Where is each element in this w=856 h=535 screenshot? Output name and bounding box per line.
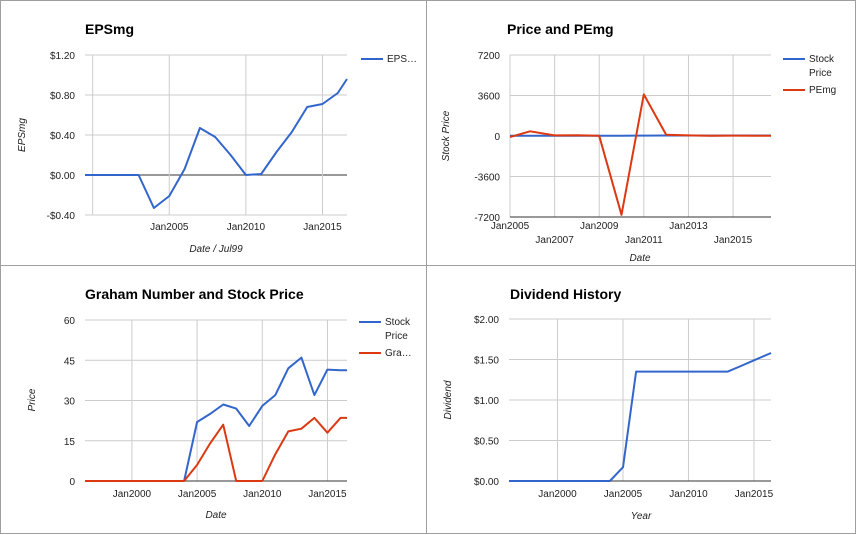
eps-chart-svg: EPSmg -$0.40 $0.00 $0.40 $0.80 $1.20 Jan2005 Ja… xyxy=(1,1,429,268)
y-tick-label: $2.00 xyxy=(474,315,499,326)
x-tick-label: Jan2007 xyxy=(535,235,574,246)
legend-label-2: Gra… xyxy=(385,348,412,359)
y-tick-label: 0 xyxy=(69,477,75,488)
y-tick-label: $1.50 xyxy=(474,356,499,367)
x-axis-label: Date xyxy=(205,510,227,521)
y-tick-label: 15 xyxy=(64,437,76,448)
dividend-chart-svg: Dividend History $0.00 $0.50 $1.00 $1.50 $2.0… xyxy=(427,266,856,535)
y-tick-label: 30 xyxy=(64,397,76,408)
x-axis-label: Date xyxy=(629,253,651,264)
series-line-1 xyxy=(85,79,347,208)
y-tick-label: 7200 xyxy=(478,51,501,62)
legend-label-2: PEmg xyxy=(809,85,836,96)
series-line-2 xyxy=(85,418,347,481)
y-tick-label: 3600 xyxy=(478,92,501,103)
x-tick-label: Jan2005 xyxy=(491,221,530,232)
chart-title: Graham Number and Stock Price xyxy=(85,286,304,302)
y-tick-label: $0.80 xyxy=(50,91,75,102)
dividend-chart-panel: Dividend History $0.00 $0.50 $1.00 $1.50 $2.0… xyxy=(426,265,856,534)
x-tick-label: Jan2013 xyxy=(669,221,708,232)
x-tick-label: Jan2010 xyxy=(669,489,708,500)
y-axis-label: Price xyxy=(27,388,38,411)
x-tick-label: Jan2009 xyxy=(580,221,619,232)
x-axis-label: Date / Jul99 xyxy=(189,244,243,255)
chart-title: Price and PEmg xyxy=(507,21,614,37)
y-tick-label: $0.00 xyxy=(50,171,75,182)
x-axis-label: Year xyxy=(631,511,652,522)
y-tick-label: $0.40 xyxy=(50,131,75,142)
eps-chart-panel: EPSmg -$0.40 $0.00 $0.40 $0.80 $1.20 Jan2005 Ja… xyxy=(0,0,428,267)
x-tick-label: Jan2010 xyxy=(243,489,282,500)
chart-title: Dividend History xyxy=(510,286,621,302)
series-line-1 xyxy=(85,358,347,481)
x-tick-label: Jan2011 xyxy=(625,235,663,246)
x-tick-label: Jan2005 xyxy=(178,489,217,500)
y-tick-label: 45 xyxy=(64,356,76,367)
series-line-2 xyxy=(510,94,771,214)
legend-label-1: EPS… xyxy=(387,54,417,65)
x-tick-label: Jan2010 xyxy=(227,222,266,233)
graham-chart-panel: Graham Number and Stock Price 0 15 30 45 60 Ja… xyxy=(0,265,428,534)
y-tick-label: $0.00 xyxy=(474,477,499,488)
x-tick-label: Jan2000 xyxy=(538,489,577,500)
y-tick-label: -3600 xyxy=(474,173,500,184)
x-tick-label: Jan2015 xyxy=(303,222,342,233)
price-pe-chart-svg: Price and PEmg-7200-3600036007200Jan2005… xyxy=(427,1,856,268)
y-tick-label: 60 xyxy=(64,316,76,327)
y-axis-label: Stock Price xyxy=(441,110,452,161)
y-axis-label: EPSmg xyxy=(17,118,28,152)
y-tick-label: 0 xyxy=(494,132,500,143)
series-line-1 xyxy=(509,353,771,481)
x-tick-label: Jan2000 xyxy=(113,489,152,500)
x-tick-label: Jan2005 xyxy=(604,489,643,500)
y-tick-label: $0.50 xyxy=(474,437,499,448)
y-tick-label: -$0.40 xyxy=(47,211,76,222)
x-tick-label: Jan2015 xyxy=(308,489,347,500)
y-tick-label: $1.20 xyxy=(50,51,75,62)
chart-title: EPSmg xyxy=(85,21,134,37)
x-tick-label: Jan2015 xyxy=(735,489,774,500)
y-axis-label: Dividend xyxy=(443,380,454,419)
legend-label-1: Stock xyxy=(809,54,835,65)
legend-label-1-cont: Price xyxy=(809,68,832,79)
x-tick-label: Jan2005 xyxy=(150,222,189,233)
legend-label-1: Stock xyxy=(385,317,411,328)
graham-chart-svg: Graham Number and Stock Price 0 15 30 45 60 Ja… xyxy=(1,266,429,535)
x-tick-label: Jan2015 xyxy=(714,235,753,246)
legend-label-1-cont: Price xyxy=(385,331,408,342)
y-tick-label: $1.00 xyxy=(474,396,499,407)
